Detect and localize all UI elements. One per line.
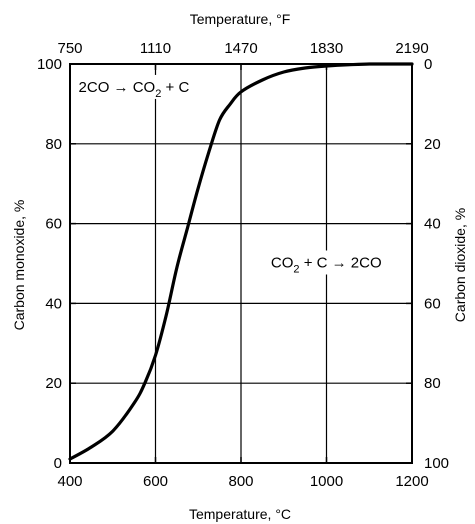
right-axis-title: Carbon dioxide, % <box>452 208 468 322</box>
y-tick-label: 0 <box>54 455 62 472</box>
y2-tick-label: 100 <box>424 455 449 472</box>
x-tick-label: 1200 <box>395 473 428 490</box>
x-tick-label: 600 <box>143 473 168 490</box>
x2-tick-label: 2190 <box>395 40 428 57</box>
y-tick-label: 20 <box>45 375 62 392</box>
series-layer <box>68 62 414 461</box>
reaction-forward-background <box>72 74 215 99</box>
y-tick-label: 60 <box>45 216 62 233</box>
bottom-axis-title: Temperature, °C <box>189 506 291 522</box>
x-tick-label: 1000 <box>310 473 343 490</box>
reaction-forward-label: 2CO → CO2 + C <box>79 79 190 100</box>
y2-tick-label: 20 <box>424 136 441 153</box>
x-tick-label: 400 <box>57 473 82 490</box>
annotation-layer: 2CO → CO2 + C CO2 + C → 2CO <box>72 74 411 275</box>
y2-tick-label: 40 <box>424 216 441 233</box>
reaction-reverse-label: CO2 + C → 2CO <box>271 254 382 275</box>
y2-tick-label: 60 <box>424 295 441 312</box>
y-tick-label: 100 <box>37 56 62 73</box>
co-equilibrium-curve <box>68 62 414 461</box>
x2-tick-label: 1830 <box>310 40 343 57</box>
y2-tick-label: 80 <box>424 375 441 392</box>
left-axis-title: Carbon monoxide, % <box>11 200 27 331</box>
top-axis-title: Temperature, °F <box>190 11 291 27</box>
x2-tick-label: 750 <box>57 40 82 57</box>
x-tick-label: 800 <box>228 473 253 490</box>
x2-tick-label: 1470 <box>224 40 257 57</box>
y2-tick-label: 0 <box>424 56 432 73</box>
reaction-reverse-background <box>264 250 411 275</box>
x2-tick-label: 1110 <box>140 40 171 57</box>
y-tick-label: 40 <box>45 295 62 312</box>
y-tick-label: 80 <box>45 136 62 153</box>
tick-marks <box>69 63 413 464</box>
